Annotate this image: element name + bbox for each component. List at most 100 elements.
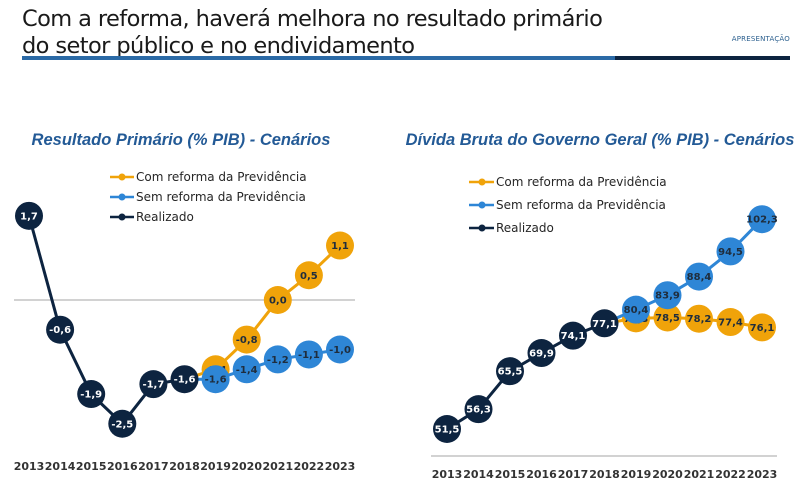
x-tick-label: 2017: [558, 468, 589, 481]
data-label: 77,1: [592, 319, 617, 330]
data-point: [232, 355, 261, 384]
data-label: 69,9: [529, 349, 554, 360]
x-axis: 2013 2014 2015 2016 2017 2018 2019 2020 2021 2022…: [14, 460, 356, 473]
x-tick-label: 2022: [715, 468, 746, 481]
data-point: [464, 395, 493, 424]
data-label: -1,6: [205, 375, 227, 386]
data-label: 80,4: [624, 305, 649, 316]
series-realizado: 51,5 56,3 65,5 69,9 74,1 77,1: [433, 309, 619, 443]
legend-marker-icon: [478, 178, 486, 186]
data-label: 78,2: [687, 314, 712, 325]
x-tick-label: 2015: [76, 460, 107, 473]
data-point: [748, 205, 776, 234]
data-label: -1,4: [236, 365, 258, 376]
data-label: 0,5: [300, 271, 318, 282]
x-tick-label: 2018: [589, 468, 620, 481]
data-label: -1,6: [174, 375, 196, 386]
chart-title: Resultado Primário (% PIB) - Cenários: [32, 131, 331, 149]
x-tick-label: 2020: [231, 460, 262, 473]
legend-marker-icon: [118, 173, 126, 181]
x-tick-label: 2014: [45, 460, 76, 473]
data-point: [326, 335, 354, 364]
data-point: [294, 340, 323, 369]
legend-label: Realizado: [136, 210, 194, 224]
x-tick-label: 2014: [463, 468, 494, 481]
data-label: -1,1: [298, 350, 320, 361]
legend: Com reforma da Previdência Sem reforma d…: [469, 175, 667, 235]
data-label: -0,8: [236, 335, 258, 346]
data-label: -1,2: [267, 355, 289, 366]
data-label: 74,1: [561, 331, 586, 342]
data-label: -1,9: [80, 390, 102, 401]
x-tick-label: 2016: [107, 460, 138, 473]
data-point: [653, 303, 682, 332]
x-tick-label: 2016: [526, 468, 557, 481]
legend-item-realizado: Realizado: [110, 210, 194, 224]
x-tick-label: 2013: [432, 468, 463, 481]
legend-item-com-reforma: Com reforma da Previdência: [469, 175, 667, 189]
legend-marker-icon: [118, 193, 126, 201]
series-layer: 78,378,578,277,476,180,483,988,494,5102,…: [433, 205, 778, 443]
x-tick-label: 2015: [495, 468, 526, 481]
x-axis: 2013 2014 2015 2016 2017 2018 2019 2020 2021 2022…: [432, 468, 778, 481]
x-tick-label: 2019: [621, 468, 652, 481]
data-point: [622, 295, 650, 324]
data-label: 88,4: [687, 272, 712, 283]
x-tick-label: 2021: [262, 460, 293, 473]
data-point: [559, 321, 587, 350]
data-point: [653, 281, 682, 310]
chart-resultado-primario: Resultado Primário (% PIB) - Cenários Co…: [14, 131, 356, 473]
series-sem-reforma: -1,6 -1,4 -1,2 -1,1 -1,0: [184, 335, 354, 394]
data-point: [716, 308, 745, 337]
data-point: [232, 325, 261, 354]
chart-divida-bruta: Dívida Bruta do Governo Geral (% PIB) - …: [406, 131, 795, 481]
header-divider-dark: [615, 56, 790, 60]
data-point: [685, 262, 713, 291]
data-point: [590, 309, 619, 338]
x-tick-label: 2022: [294, 460, 325, 473]
legend-label: Com reforma da Previdência: [136, 170, 307, 184]
x-tick-label: 2023: [747, 468, 778, 481]
legend-item-realizado: Realizado: [469, 221, 554, 235]
section-label: APRESENTAÇÃO: [731, 35, 790, 43]
page-title-line-1: Com a reforma, haverá melhora no resulta…: [22, 6, 603, 32]
data-point: [139, 370, 168, 399]
data-label: 56,3: [466, 405, 491, 416]
legend-item-com-reforma: Com reforma da Previdência: [110, 170, 307, 184]
legend-item-sem-reforma: Sem reforma da Previdência: [469, 198, 666, 212]
legend-label: Sem reforma da Previdência: [136, 190, 306, 204]
legend-marker-icon: [118, 213, 126, 221]
data-label: 76,1: [750, 323, 775, 334]
page-title-line-2: do setor público e no endividamento: [22, 33, 415, 59]
data-point: [77, 380, 106, 409]
legend-marker-icon: [478, 201, 486, 209]
header-divider: [22, 56, 615, 60]
x-tick-label: 2023: [325, 460, 356, 473]
legend-item-sem-reforma: Sem reforma da Previdência: [110, 190, 306, 204]
data-point: [433, 415, 461, 443]
legend-label: Realizado: [496, 221, 554, 235]
data-point: [263, 286, 292, 314]
page-title: Com a reforma, haverá melhora no resulta…: [22, 6, 603, 60]
data-label: -0,6: [49, 325, 71, 336]
legend: Com reforma da Previdência Sem reforma d…: [110, 170, 307, 224]
data-label: 78,5: [655, 313, 680, 324]
legend-label: Com reforma da Previdência: [496, 175, 667, 189]
data-label: -1,7: [142, 380, 164, 391]
series-realizado: 1,7 -0,6 -1,9 -2,5 -1,7 -1,6: [15, 201, 199, 438]
data-label: 83,9: [655, 291, 680, 302]
data-point: [685, 304, 713, 333]
data-label: 0,0: [269, 296, 287, 307]
legend-marker-icon: [478, 224, 486, 232]
data-point: [46, 315, 75, 344]
data-label: -2,5: [111, 419, 133, 430]
data-point: [748, 313, 776, 342]
data-point: [201, 365, 230, 394]
data-point: [15, 201, 43, 230]
x-tick-label: 2021: [684, 468, 715, 481]
data-point: [716, 237, 745, 266]
data-label: 51,5: [435, 425, 460, 436]
data-point: [527, 339, 556, 368]
chart-title: Dívida Bruta do Governo Geral (% PIB) - …: [406, 131, 795, 149]
data-point: [326, 231, 354, 260]
